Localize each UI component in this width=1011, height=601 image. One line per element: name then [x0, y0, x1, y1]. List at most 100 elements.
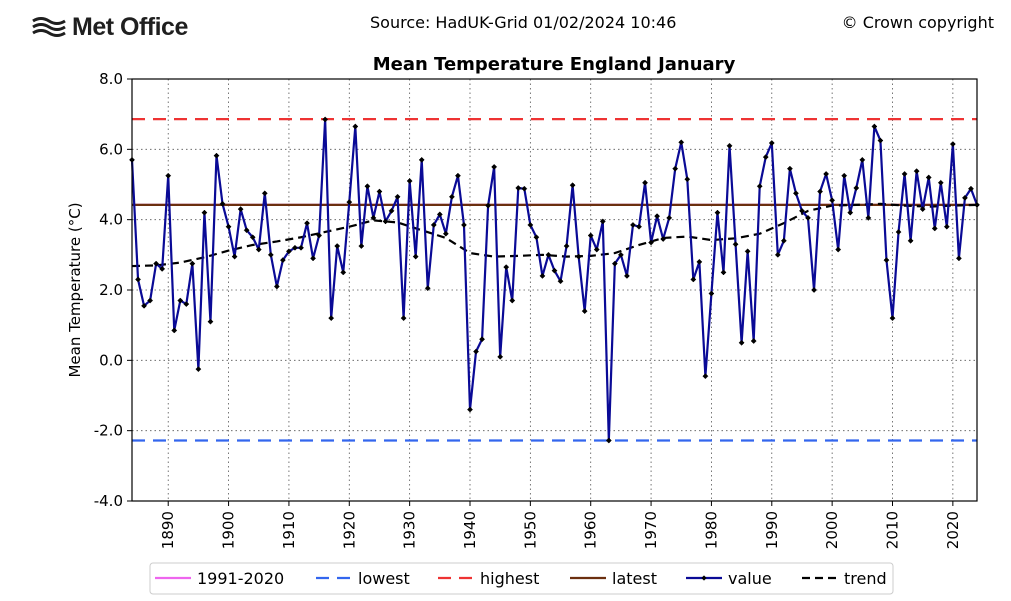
value-point [515, 185, 522, 191]
value-point [684, 176, 691, 183]
x-tick-label: 1990 [763, 511, 781, 549]
value-point [243, 227, 250, 234]
y-tick-label: 8.0 [99, 70, 123, 88]
value-point [925, 174, 932, 181]
value-point [678, 139, 685, 146]
x-tick-label: 2000 [823, 511, 841, 549]
value-point [334, 243, 341, 249]
value-point [304, 220, 310, 227]
y-tick-label: 6.0 [99, 140, 123, 158]
value-point [382, 218, 389, 225]
x-tick-label: 1890 [159, 511, 177, 549]
legend-label: lowest [358, 569, 410, 588]
value-point [708, 290, 715, 297]
value-point [255, 246, 262, 253]
legend-label: value [728, 569, 772, 588]
value-point [786, 165, 793, 172]
trend-layer [131, 202, 978, 268]
value-point [310, 255, 317, 262]
y-tick-label: 4.0 [99, 211, 123, 229]
value-point [557, 278, 564, 285]
value-point [279, 257, 286, 264]
value-point [189, 260, 196, 267]
value-point [364, 183, 371, 190]
value-point [871, 123, 878, 130]
value-point [931, 225, 938, 232]
value-point [454, 172, 461, 179]
value-point [503, 264, 510, 271]
value-point [569, 182, 576, 189]
value-point [135, 276, 141, 283]
value-point [756, 183, 763, 190]
value-point [394, 193, 401, 200]
legend: 1991-2020 lowest highest latest value trend [149, 562, 894, 595]
value-point [690, 276, 697, 283]
value-point [630, 221, 636, 228]
trend-series-line [131, 202, 978, 268]
value-point [968, 185, 974, 192]
value-point [491, 163, 498, 170]
value-point [955, 255, 962, 262]
value-point [696, 258, 703, 265]
value-point [792, 190, 799, 197]
value-point [901, 170, 908, 177]
value-point [316, 232, 323, 239]
reference-lines [132, 117, 977, 442]
value-point [436, 211, 443, 218]
value-point [877, 137, 884, 144]
value-point [171, 327, 178, 334]
value-point [895, 229, 902, 235]
met-office-waves-icon [32, 17, 66, 37]
value-point [913, 168, 920, 175]
x-tick-label: 1900 [220, 511, 238, 549]
value-point [623, 272, 630, 279]
value-point [762, 154, 769, 161]
value-point [811, 287, 817, 293]
value-point [370, 214, 377, 221]
value-point [141, 302, 148, 309]
value-point [636, 223, 642, 230]
value-point [835, 246, 842, 253]
value-point [328, 315, 335, 322]
value-point [237, 206, 244, 213]
value-point [213, 152, 220, 159]
x-tick-label: 1960 [582, 511, 600, 549]
value-point [147, 297, 154, 304]
y-axis-label: Mean Temperature (°C) [66, 202, 84, 377]
value-point [919, 206, 926, 213]
value-point [648, 239, 655, 246]
value-point [889, 315, 896, 322]
value-point [225, 223, 232, 230]
value-point [599, 218, 606, 225]
y-tick-label: -4.0 [94, 492, 123, 510]
value-point [829, 197, 836, 204]
value-point [883, 257, 890, 264]
value-point [346, 199, 353, 206]
value-point [799, 207, 805, 214]
value-point [780, 237, 787, 244]
value-point [738, 339, 745, 346]
x-tick-label: 1910 [280, 511, 298, 549]
value-point [539, 272, 546, 279]
value-point [672, 165, 679, 172]
x-tick-label: 1950 [521, 511, 539, 549]
value-point [720, 269, 727, 276]
value-point [666, 214, 673, 221]
value-point [261, 190, 268, 197]
value-point [768, 140, 775, 146]
legend-value-marker [701, 575, 707, 581]
value-point [219, 200, 226, 207]
value-point [841, 172, 848, 179]
y-tick-label: 2.0 [99, 281, 123, 299]
legend-label: trend [844, 569, 887, 588]
value-point [750, 338, 757, 344]
value-point [418, 156, 425, 163]
x-tick-label: 1980 [702, 511, 720, 549]
x-tick-label: 1970 [642, 511, 660, 549]
value-point [714, 209, 721, 216]
value-point [461, 221, 467, 228]
value-point [195, 366, 202, 373]
value-point [497, 353, 504, 360]
x-tick-label: 2010 [884, 511, 902, 549]
x-tick-label: 2020 [944, 511, 962, 549]
